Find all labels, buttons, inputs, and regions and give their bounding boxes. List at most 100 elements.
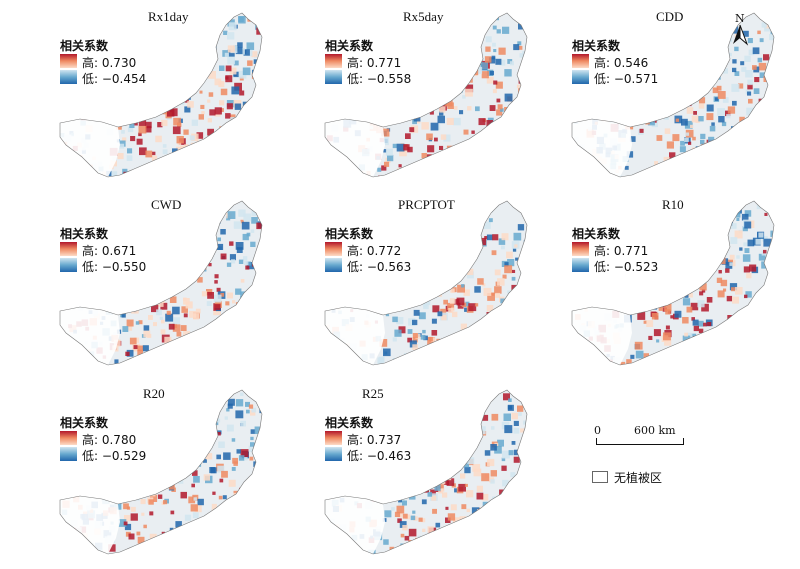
region-map: [324, 12, 528, 178]
region-map: [571, 12, 775, 178]
panel-title: PRCPTOT: [398, 197, 455, 212]
panel-title: CDD: [656, 9, 684, 24]
correlation-legend: 相关系数 高: 0.771 低: −0.558: [325, 37, 411, 86]
legend-prefix-low: 低:: [594, 260, 614, 274]
no-vegetation-swatch: [592, 471, 608, 483]
legend-row-high: 高: 0.671: [60, 242, 136, 258]
correlation-legend: 相关系数 高: 0.737 低: −0.463: [325, 414, 411, 463]
legend-row-low: 低: −0.563: [325, 258, 411, 274]
legend-prefix-low: 低:: [82, 72, 102, 86]
legend-swatch-low: [60, 258, 77, 272]
legend-value-low: 低: −0.523: [594, 258, 658, 275]
legend-row-low: 低: −0.571: [572, 70, 658, 86]
panel-title: R25: [362, 386, 384, 401]
legend-number-high: 0.546: [613, 56, 649, 70]
legend-prefix-high: 高:: [82, 433, 102, 447]
legend-prefix-high: 高:: [347, 244, 367, 258]
north-arrow-icon: [733, 24, 749, 46]
legend-title: 相关系数: [572, 39, 621, 53]
legend-row-high: 高: 0.771: [572, 242, 648, 258]
legend-row-low: 低: −0.529: [60, 447, 146, 463]
legend-row-high: 高: 0.771: [325, 54, 401, 70]
region-map: [571, 200, 775, 366]
legend-swatch-high: [325, 242, 342, 256]
legend-row-low: 低: −0.558: [325, 70, 411, 86]
legend-row-low: 低: −0.550: [60, 258, 146, 274]
legend-number-high: 0.730: [101, 56, 137, 70]
legend-value-low: 低: −0.571: [594, 70, 658, 87]
north-arrow: N: [728, 12, 752, 46]
legend-row-high: 高: 0.780: [60, 431, 136, 447]
legend-title: 相关系数: [572, 227, 621, 241]
panel-title: CWD: [151, 197, 182, 212]
legend-number-high: 0.780: [101, 433, 137, 447]
legend-title: 相关系数: [325, 39, 374, 53]
legend-prefix-low: 低:: [594, 72, 614, 86]
legend-number-low: −0.523: [613, 260, 659, 274]
legend-title: 相关系数: [325, 416, 374, 430]
legend-value-high: 高: 0.771: [594, 242, 648, 259]
legend-value-low: 低: −0.558: [347, 70, 411, 87]
legend-row-low: 低: −0.463: [325, 447, 411, 463]
legend-number-high: 0.737: [366, 433, 402, 447]
legend-prefix-low: 低:: [82, 449, 102, 463]
legend-prefix-low: 低:: [82, 260, 102, 274]
scale-bar: 0 600 km: [590, 424, 690, 464]
legend-row-low: 低: −0.523: [572, 258, 658, 274]
legend-row-high: 高: 0.730: [60, 54, 136, 70]
panel-title: Rx5day: [403, 9, 444, 24]
legend-prefix-low: 低:: [347, 260, 367, 274]
legend-value-high: 高: 0.737: [347, 431, 401, 448]
legend-row-high: 高: 0.546: [572, 54, 648, 70]
legend-number-high: 0.671: [101, 244, 137, 258]
legend-number-low: −0.571: [613, 72, 659, 86]
legend-swatch-low: [60, 447, 77, 461]
legend-prefix-high: 高:: [594, 56, 614, 70]
region-map: [324, 389, 528, 555]
legend-value-high: 高: 0.730: [82, 54, 136, 71]
legend-prefix-high: 高:: [594, 244, 614, 258]
legend-swatch-low: [325, 447, 342, 461]
map-panel-cdd: CDD 相关系数 高: 0.546 低: −0.571: [532, 5, 782, 185]
legend-number-low: −0.463: [366, 449, 412, 463]
legend-value-low: 低: −0.550: [82, 258, 146, 275]
map-panel-rx5day: Rx5day 相关系数 高: 0.771 低: −0.558: [285, 5, 535, 185]
legend-swatch-high: [572, 54, 589, 68]
legend-number-low: −0.454: [101, 72, 147, 86]
legend-value-low: 低: −0.454: [82, 70, 146, 87]
north-label: N: [735, 12, 745, 25]
legend-value-low: 低: −0.529: [82, 447, 146, 464]
legend-number-high: 0.771: [613, 244, 649, 258]
correlation-legend: 相关系数 高: 0.780 低: −0.529: [60, 414, 146, 463]
legend-row-high: 高: 0.772: [325, 242, 401, 258]
legend-swatch-low: [60, 70, 77, 84]
legend-number-high: 0.772: [366, 244, 402, 258]
correlation-legend: 相关系数 高: 0.546 低: −0.571: [572, 37, 658, 86]
correlation-legend: 相关系数 高: 0.671 低: −0.550: [60, 225, 146, 274]
legend-prefix-high: 高:: [347, 56, 367, 70]
legend-value-high: 高: 0.772: [347, 242, 401, 259]
legend-title: 相关系数: [60, 416, 109, 430]
panel-title: R10: [662, 197, 684, 212]
legend-swatch-high: [60, 242, 77, 256]
legend-swatch-high: [572, 242, 589, 256]
region-map: [59, 200, 263, 366]
legend-swatch-high: [325, 54, 342, 68]
correlation-legend: 相关系数 高: 0.771 低: −0.523: [572, 225, 658, 274]
correlation-legend: 相关系数 高: 0.730 低: −0.454: [60, 37, 146, 86]
scale-distance-label: 600 km: [634, 424, 676, 437]
legend-swatch-low: [572, 70, 589, 84]
legend-value-high: 高: 0.671: [82, 242, 136, 259]
legend-number-low: −0.558: [366, 72, 412, 86]
legend-value-low: 低: −0.463: [347, 447, 411, 464]
map-panel-r20: R20 相关系数 高: 0.780 低: −0.529: [20, 382, 270, 562]
map-panel-cwd: CWD 相关系数 高: 0.671 低: −0.550: [20, 193, 270, 373]
legend-row-low: 低: −0.454: [60, 70, 146, 86]
legend-value-low: 低: −0.563: [347, 258, 411, 275]
scale-line: [596, 438, 684, 445]
legend-swatch-low: [325, 70, 342, 84]
region-map: [59, 12, 263, 178]
legend-swatch-low: [572, 258, 589, 272]
legend-title: 相关系数: [60, 227, 109, 241]
